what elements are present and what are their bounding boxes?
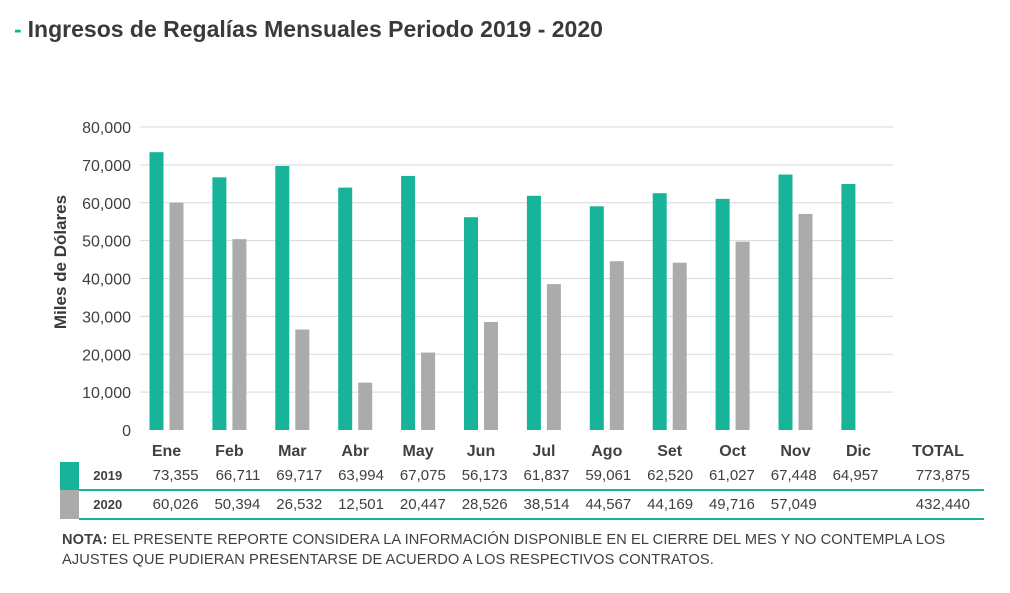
table-cell: 50,394 bbox=[198, 490, 261, 520]
y-tick-label: 40,000 bbox=[82, 272, 131, 289]
bar-2019-jul bbox=[526, 195, 541, 430]
bar-2019-ene bbox=[149, 152, 164, 430]
gridlines bbox=[140, 126, 893, 393]
bar-2019-oct bbox=[715, 198, 730, 430]
bar-2019-abr bbox=[338, 187, 353, 430]
y-tick-label: 20,000 bbox=[82, 347, 131, 364]
x-tick-label: Feb bbox=[215, 443, 244, 460]
page-title: - Ingresos de Regalías Mensuales Periodo … bbox=[14, 16, 603, 43]
x-tick-label: Ene bbox=[152, 443, 181, 460]
table-cell: 59,061 bbox=[569, 462, 632, 491]
y-tick-label: 80,000 bbox=[82, 120, 131, 137]
bar-2019-feb bbox=[212, 177, 227, 430]
bar-2020-jul bbox=[546, 284, 561, 430]
x-tick-label: Jul bbox=[532, 443, 555, 460]
bar-2020-nov bbox=[798, 213, 813, 430]
bar-2020-jun bbox=[484, 321, 498, 430]
x-tick-label: Abr bbox=[341, 443, 369, 460]
x-tick-label: Oct bbox=[719, 443, 746, 460]
bar-2019-ago bbox=[589, 206, 604, 430]
bar-2020-set bbox=[672, 262, 687, 430]
table-cell: 38,514 bbox=[507, 490, 570, 520]
table-cell: 61,837 bbox=[507, 462, 570, 491]
bar-2020-feb bbox=[232, 239, 247, 430]
total-column-header: TOTAL bbox=[912, 443, 964, 460]
table-cell: 44,169 bbox=[631, 490, 694, 520]
bar-chart: 0 10,000 20,000 30,000 40,000 50,000 60,000 70,… bbox=[51, 120, 964, 460]
x-tick-label: Nov bbox=[780, 443, 810, 460]
bar-2020-oct bbox=[735, 241, 750, 430]
bar-2019-mar bbox=[275, 165, 290, 430]
bar-2019-jun bbox=[464, 217, 478, 430]
table-cell: 66,711 bbox=[198, 462, 261, 491]
table-cell: 44,567 bbox=[569, 490, 632, 520]
y-tick-label: 0 bbox=[122, 423, 131, 440]
legend-swatch-2020 bbox=[60, 490, 79, 519]
x-axis-ticks: Ene Feb Mar Abr May Jun Jul Ago Set Oct Nov Dic bbox=[152, 443, 871, 460]
note-label: NOTA: bbox=[62, 532, 108, 548]
x-tick-label: Dic bbox=[846, 443, 871, 460]
table-row: 2020 60,026 50,394 26,532 12,501 20,447 28,526… bbox=[60, 490, 984, 520]
table-cell: 20,447 bbox=[383, 490, 446, 520]
bar-2020-ene bbox=[169, 202, 184, 430]
table-cell: 67,448 bbox=[754, 462, 817, 491]
table-cell: 64,957 bbox=[816, 462, 879, 491]
table-cell: 49,716 bbox=[693, 490, 755, 520]
note-text: EL PRESENTE REPORTE CONSIDERA LA INFORMA… bbox=[62, 532, 946, 568]
bar-2019-dic bbox=[841, 183, 856, 430]
y-tick-label: 30,000 bbox=[82, 309, 131, 326]
table-cell: 69,717 bbox=[260, 462, 323, 491]
bar-2020-ago bbox=[609, 261, 624, 430]
table-cell: 67,075 bbox=[383, 462, 446, 491]
table-cell: 63,994 bbox=[322, 462, 384, 491]
bar-2019-may bbox=[401, 175, 416, 430]
series-label: 2020 bbox=[78, 490, 137, 520]
bars bbox=[149, 152, 856, 430]
legend-swatch-2019 bbox=[60, 462, 79, 490]
table-cell: 28,526 bbox=[445, 490, 508, 520]
bar-2020-abr bbox=[358, 382, 373, 430]
bar-2019-nov bbox=[778, 174, 793, 430]
x-tick-label: Ago bbox=[591, 443, 622, 460]
x-tick-label: Mar bbox=[278, 443, 306, 460]
table-cell: 57,049 bbox=[754, 490, 817, 520]
data-table: 2019 73,355 66,711 69,717 63,994 67,075 56,173… bbox=[60, 462, 984, 520]
table-cell: 62,520 bbox=[631, 462, 694, 491]
bar-2020-mar bbox=[295, 329, 310, 430]
table-cell: 61,027 bbox=[693, 462, 755, 491]
y-axis-ticks: 0 10,000 20,000 30,000 40,000 50,000 60,000 70,… bbox=[82, 120, 131, 440]
table-row: 2019 73,355 66,711 69,717 63,994 67,075 56,173… bbox=[60, 462, 984, 491]
series-label: 2019 bbox=[78, 462, 137, 491]
table-cell: 56,173 bbox=[445, 462, 508, 491]
y-tick-label: 60,000 bbox=[82, 196, 131, 213]
bar-2020-may bbox=[421, 352, 436, 430]
title-text: Ingresos de Regalías Mensuales Periodo 2… bbox=[27, 16, 603, 42]
y-tick-label: 10,000 bbox=[82, 385, 131, 402]
x-tick-label: May bbox=[403, 443, 434, 460]
table-total-cell: 773,875 bbox=[878, 462, 984, 491]
table-cell: 26,532 bbox=[260, 490, 323, 520]
table-cell: 60,026 bbox=[136, 490, 199, 520]
table-cell: 73,355 bbox=[136, 462, 199, 491]
y-axis-label: Miles de Dólares bbox=[51, 195, 70, 329]
footnote: NOTA: EL PRESENTE REPORTE CONSIDERA LA I… bbox=[62, 530, 982, 570]
x-tick-label: Set bbox=[657, 443, 683, 460]
title-dash: - bbox=[14, 16, 22, 42]
table-cell bbox=[816, 490, 879, 520]
bar-2019-set bbox=[652, 193, 667, 430]
y-tick-label: 50,000 bbox=[82, 234, 131, 251]
table-total-cell: 432,440 bbox=[878, 490, 984, 520]
y-tick-label: 70,000 bbox=[82, 158, 131, 175]
x-tick-label: Jun bbox=[467, 443, 495, 460]
table-cell: 12,501 bbox=[322, 490, 384, 520]
